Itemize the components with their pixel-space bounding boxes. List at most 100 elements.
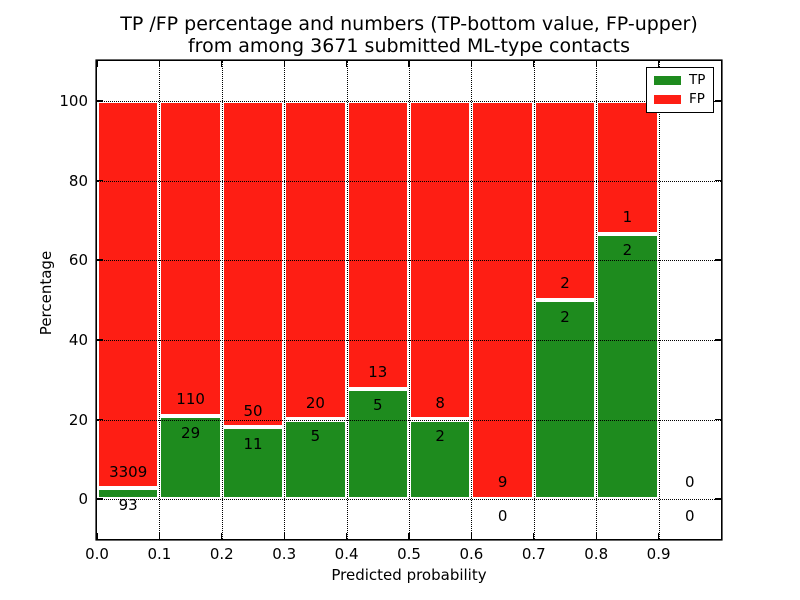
y-tick-label: 40 <box>68 330 88 349</box>
x-tick-mark-bottom <box>345 533 348 539</box>
tp-bar-segment <box>346 388 409 500</box>
y-tick-mark-right <box>715 100 721 102</box>
fp-count-label: 13 <box>368 362 388 381</box>
y-tick-mark-left <box>97 100 103 102</box>
x-axis-label: Predicted probability <box>331 566 487 584</box>
tp-count-label: 2 <box>622 241 633 260</box>
x-tick-label: 0.2 <box>209 545 234 563</box>
tp-bar-segment <box>221 427 285 500</box>
x-tick-label: 0.9 <box>646 545 671 563</box>
x-tick-label: 0.4 <box>334 545 359 563</box>
x-tick-mark-top <box>408 61 410 67</box>
fp-count-label: 2 <box>560 274 570 293</box>
tp-bar-segment <box>97 488 160 500</box>
fp-count-label: 8 <box>435 393 445 412</box>
x-tick-mark-top <box>345 61 348 67</box>
x-tick-mark-bottom <box>408 533 410 539</box>
x-tick-mark-bottom <box>595 533 597 539</box>
tp-count-label: 93 <box>118 496 138 514</box>
x-tick-mark-top <box>221 61 223 67</box>
tp-bar-segment <box>159 416 222 500</box>
x-tick-mark-bottom <box>470 533 473 539</box>
legend-label-tp: TP <box>689 71 706 88</box>
y-tick-label: 0 <box>78 490 88 509</box>
legend-item-fp: FP <box>654 90 706 107</box>
fp-count-label: 110 <box>176 390 205 409</box>
x-tick-label: 0.5 <box>397 545 421 563</box>
fp-count-label: 20 <box>305 393 325 412</box>
x-tick-label: 0.6 <box>459 545 484 563</box>
y-tick-label: 80 <box>68 171 88 190</box>
fp-bar-segment <box>159 100 222 417</box>
y-tick-label: 60 <box>68 251 88 270</box>
x-tick-mark-bottom <box>96 533 98 539</box>
gridline-vertical <box>596 61 598 539</box>
tp-bar-segment <box>596 233 659 500</box>
chart-title: TP /FP percentage and numbers (TP-bottom… <box>97 13 721 57</box>
gridline-vertical <box>284 61 286 539</box>
chart-title-line2: from among 3671 submitted ML-type contac… <box>187 35 631 57</box>
y-tick-mark-left <box>97 339 103 341</box>
x-tick-label: 0.3 <box>272 545 297 563</box>
tp-bar-segment <box>409 419 472 500</box>
tp-count-label: 11 <box>243 435 263 454</box>
x-tick-label: 0.8 <box>584 545 609 563</box>
y-tick-mark-right <box>715 339 721 341</box>
y-tick-mark-left <box>97 259 103 261</box>
y-tick-mark-right <box>715 418 721 421</box>
gridline-vertical <box>159 61 161 539</box>
y-tick-mark-left <box>97 418 103 421</box>
fp-count-label: 0 <box>685 473 695 492</box>
x-tick-label: 0.0 <box>85 545 109 563</box>
chart-title-line1: TP /FP percentage and numbers (TP-bottom… <box>120 13 698 35</box>
gridline-vertical <box>346 61 348 539</box>
x-tick-mark-bottom <box>158 533 161 539</box>
y-tick-mark-right <box>715 179 721 182</box>
y-tick-mark-left <box>97 498 103 500</box>
plot-area: 3309 93 110 29 50 11 20 5 13 5 8 2 9 0 2 2 1 2 0 0 TP FP <box>96 61 721 539</box>
gridline-vertical <box>409 61 410 539</box>
x-tick-label: 0.1 <box>147 545 172 563</box>
fp-bar-segment <box>97 100 160 489</box>
x-tick-mark-top <box>283 61 285 67</box>
tp-count-label: 29 <box>181 423 201 442</box>
legend-item-tp: TP <box>654 71 706 88</box>
fp-bar-segment <box>533 100 597 300</box>
fp-bar-segment <box>471 100 534 500</box>
tp-count-label: 0 <box>685 506 695 525</box>
legend-swatch-fp <box>654 95 681 104</box>
tp-bar-segment <box>533 300 597 500</box>
y-tick-label: 100 <box>59 91 88 110</box>
fp-count-label: 1 <box>622 207 633 226</box>
x-tick-label: 0.7 <box>521 545 546 563</box>
y-tick-label: 20 <box>68 410 88 429</box>
x-tick-mark-bottom <box>657 533 660 539</box>
tp-count-label: 2 <box>435 427 445 446</box>
fp-bar-segment <box>346 100 409 389</box>
x-tick-mark-bottom <box>533 533 535 539</box>
x-tick-mark-top <box>533 61 535 67</box>
fp-count-label: 3309 <box>109 462 148 481</box>
y-tick-mark-right <box>715 498 721 500</box>
x-tick-mark-top <box>657 61 660 67</box>
tp-count-label: 5 <box>310 427 321 446</box>
gridline-vertical <box>471 61 473 539</box>
x-tick-mark-top <box>470 61 473 67</box>
fp-bar-segment <box>596 100 659 234</box>
y-tick-mark-left <box>97 179 103 182</box>
tp-count-label: 2 <box>560 307 570 326</box>
tp-count-label: 5 <box>373 396 383 415</box>
x-tick-mark-bottom <box>221 533 223 539</box>
x-tick-mark-top <box>96 61 98 67</box>
gridline-vertical <box>221 61 223 539</box>
y-tick-mark-right <box>715 259 721 261</box>
gridline-vertical <box>658 61 660 539</box>
x-tick-mark-top <box>595 61 597 67</box>
legend-label-fp: FP <box>689 90 705 107</box>
x-tick-mark-bottom <box>283 533 285 539</box>
legend: TP FP <box>646 67 714 113</box>
fp-bar-segment <box>221 100 285 428</box>
tp-count-label: 0 <box>497 506 508 525</box>
fp-count-label: 50 <box>243 401 263 420</box>
